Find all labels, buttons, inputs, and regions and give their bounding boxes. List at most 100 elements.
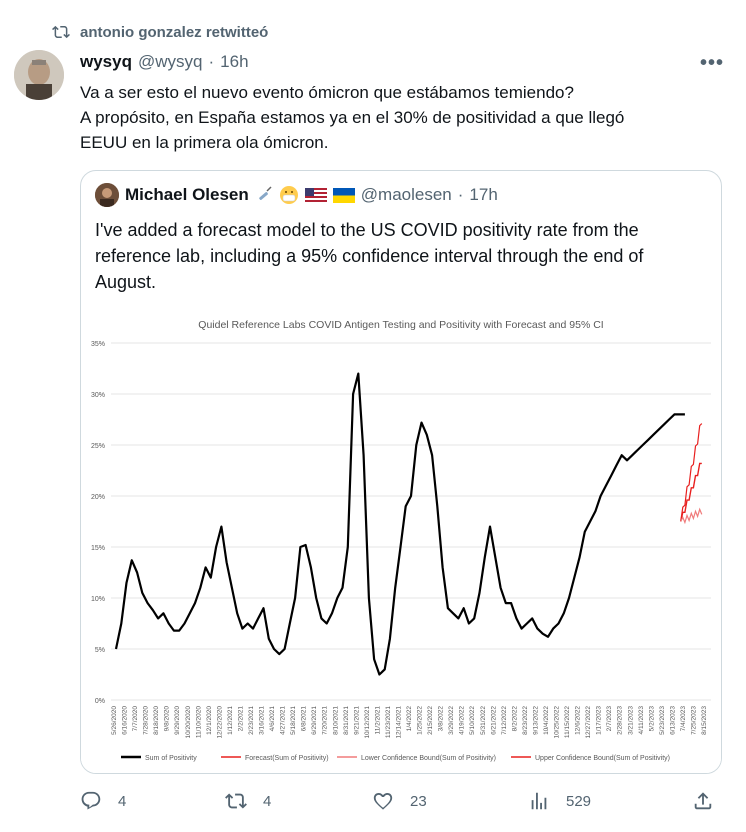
retweet-icon (52, 25, 70, 39)
x-tick-label: 11/15/2022 (564, 706, 571, 738)
x-tick-label: 7/25/2023 (690, 706, 697, 735)
retweet-count: 4 (263, 792, 272, 810)
x-tick-label: 8/10/2021 (332, 706, 339, 735)
quoted-avatar (95, 183, 119, 207)
views-button[interactable]: 529 (528, 790, 591, 812)
x-tick-label: 1/17/2023 (596, 706, 603, 735)
retweet-button[interactable]: 4 (225, 790, 271, 812)
y-tick-label: 35% (91, 341, 105, 348)
mask-face-icon (279, 185, 299, 205)
retweet-context[interactable]: antonio gonzalez retwitteó (52, 23, 268, 41)
positivity-chart: 0% 5% 10% 15% 20% 25% 30% 35% 5/26/2020 6/16/2020… (91, 341, 711, 762)
chart-image[interactable]: Quidel Reference Labs COVID Antigen Test… (81, 305, 721, 773)
y-tick-label: 25% (91, 443, 105, 450)
x-tick-label: 4/11/2023 (638, 706, 645, 735)
x-tick-label: 2/2/2021 (237, 706, 244, 732)
x-tick-label: 8/2/2022 (511, 706, 518, 732)
x-tick-label: 11/23/2021 (385, 706, 392, 738)
tweet-text-line: EEUU en la primera ola ómicron. (80, 133, 329, 152)
y-tick-label: 15% (91, 545, 105, 552)
more-icon[interactable]: ••• (699, 52, 724, 74)
author-name[interactable]: wysyq (80, 52, 132, 71)
share-button[interactable] (692, 790, 714, 812)
views-count: 529 (566, 792, 592, 810)
y-tick-label: 30% (91, 392, 105, 399)
tweet-text: Va a ser esto el nuevo evento ómicron qu… (80, 80, 720, 155)
reply-icon (81, 791, 101, 810)
x-tick-label: 11/10/2020 (195, 706, 202, 738)
retweet-icon (225, 793, 247, 809)
x-tick-label: 12/1/2020 (206, 706, 213, 735)
x-tick-label: 9/29/2020 (174, 706, 181, 735)
x-tick-label: 2/7/2023 (606, 706, 613, 732)
y-tick-label: 0% (95, 698, 105, 705)
x-tick-label: 3/29/2022 (448, 706, 455, 735)
legend-label: Lower Confidence Bound(Sum of Positivity… (361, 755, 496, 762)
x-tick-label: 10/20/2020 (185, 706, 192, 739)
x-tick-label: 9/21/2021 (353, 706, 360, 735)
x-tick-label: 8/18/2020 (153, 706, 160, 735)
x-tick-label: 6/21/2022 (490, 706, 497, 735)
tweet-timestamp[interactable]: 16h (220, 52, 249, 71)
reply-count: 4 (118, 792, 127, 810)
quoted-author-name: Michael Olesen (125, 185, 249, 204)
separator-dot: · (208, 52, 215, 71)
tweet-header: wysyq @wysyq · 16h (80, 52, 249, 72)
x-tick-label: 12/6/2022 (575, 706, 582, 735)
x-tick-label: 1/4/2022 (406, 706, 413, 732)
x-tick-label: 6/13/2023 (669, 706, 676, 735)
x-tick-label: 6/8/2021 (301, 706, 308, 732)
quoted-tweet-header: Michael Olesen @maolesen · 17h (95, 183, 498, 207)
x-tick-label: 11/2/2021 (374, 706, 381, 735)
author-handle[interactable]: @wysyq (137, 52, 203, 71)
x-tick-label: 1/12/2021 (227, 706, 234, 735)
x-tick-label: 8/31/2021 (343, 706, 350, 735)
series-line-forecast (680, 462, 702, 522)
x-tick-label: 5/2/2023 (648, 706, 655, 732)
x-tick-label: 5/10/2022 (469, 706, 476, 735)
us-flag-icon (304, 187, 327, 203)
legend-label: Sum of Positivity (145, 755, 197, 762)
x-tick-label: 4/19/2022 (459, 706, 466, 735)
x-tick-label: 4/6/2021 (269, 706, 276, 732)
legend-label: Upper Confidence Bound(Sum of Positivity… (535, 755, 670, 762)
x-tick-label: 5/18/2021 (290, 706, 297, 735)
series-line-lower-bound (680, 507, 703, 525)
ukraine-flag-icon (332, 187, 355, 203)
series-line-upper-bound (680, 423, 703, 522)
x-tick-label: 4/27/2021 (280, 706, 287, 735)
separator-dot: · (457, 185, 464, 204)
avatar[interactable] (14, 50, 64, 100)
x-tick-label: 7/28/2020 (143, 706, 150, 735)
x-tick-label: 12/27/2022 (585, 706, 592, 739)
x-tick-label: 10/12/2021 (364, 706, 371, 739)
quoted-tweet-text: I've added a forecast model to the US CO… (95, 220, 644, 292)
retweet-context-label: antonio gonzalez retwitteó (80, 23, 269, 41)
series-line-sum-of-positivity (114, 372, 685, 676)
legend-label: Forecast(Sum of Positivity) (245, 755, 329, 762)
x-tick-label: 8/15/2023 (701, 706, 708, 735)
x-tick-label: 7/4/2023 (680, 706, 687, 732)
tweet-actions: 4 4 23 529 (80, 790, 720, 818)
share-icon (694, 792, 712, 810)
y-tick-label: 20% (91, 494, 105, 501)
reply-button[interactable]: 4 (80, 790, 126, 812)
x-tick-label: 12/14/2021 (395, 706, 402, 739)
x-tick-label: 1/25/2022 (417, 706, 424, 735)
chart-title: Quidel Reference Labs COVID Antigen Test… (198, 319, 604, 331)
like-icon (373, 793, 393, 810)
quoted-tweet[interactable]: Michael Olesen @maolesen · 17h I've adde… (80, 170, 722, 774)
y-tick-label: 5% (95, 647, 105, 654)
tweet-text-line: A propósito, en España estamos ya en el … (80, 108, 625, 127)
x-tick-label: 10/25/2022 (554, 706, 561, 739)
quoted-timestamp: 17h (469, 185, 498, 204)
x-tick-label: 5/31/2022 (480, 706, 487, 735)
x-tick-label: 9/13/2022 (532, 706, 539, 735)
x-tick-label: 12/22/2020 (216, 706, 223, 739)
x-tick-label: 7/12/2022 (501, 706, 508, 735)
y-tick-label: 10% (91, 596, 105, 603)
like-button[interactable]: 23 (372, 790, 427, 812)
x-tick-label: 10/4/2022 (543, 706, 550, 735)
x-tick-label: 6/29/2021 (311, 706, 318, 735)
x-tick-label: 3/21/2023 (627, 706, 634, 735)
